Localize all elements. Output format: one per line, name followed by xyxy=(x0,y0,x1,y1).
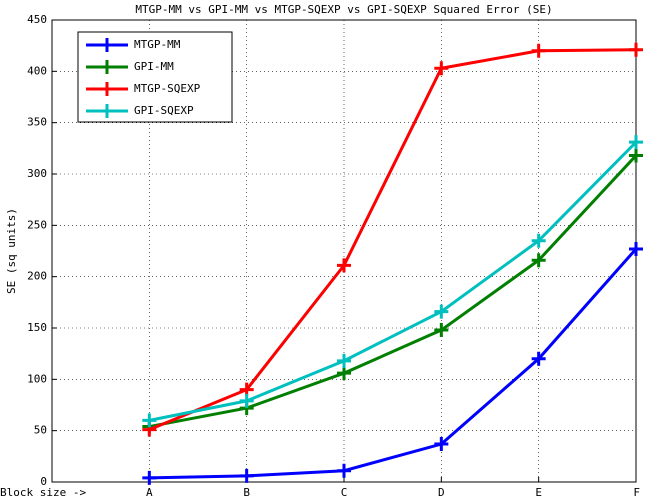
data-point-marker xyxy=(239,393,254,408)
x-tick-label: B xyxy=(243,486,250,499)
y-tick-label: 250 xyxy=(27,218,47,231)
legend-label: MTGP-MM xyxy=(134,38,181,51)
x-tick-label: F xyxy=(633,486,640,499)
data-point-marker xyxy=(531,351,546,366)
series-line xyxy=(148,48,637,432)
data-point-marker xyxy=(239,468,254,483)
y-tick-label: 0 xyxy=(40,475,47,488)
y-axis-label: SE (sq units) xyxy=(5,208,18,294)
y-tick-label: 300 xyxy=(27,167,47,180)
data-point-marker xyxy=(434,304,449,319)
series-line xyxy=(149,141,638,422)
y-tick-label: 350 xyxy=(27,116,47,129)
data-point-marker xyxy=(629,241,643,256)
legend-marker xyxy=(100,60,114,74)
data-point-marker xyxy=(629,148,643,163)
legend-label: GPI-MM xyxy=(134,60,174,73)
series-line xyxy=(149,247,638,480)
data-point-marker xyxy=(434,437,449,452)
chart-title: MTGP-MM vs GPI-MM vs MTGP-SQEXP vs GPI-S… xyxy=(135,3,552,16)
data-point-marker xyxy=(434,323,449,338)
y-tick-label: 400 xyxy=(27,64,47,77)
x-tick-label: C xyxy=(341,486,348,499)
data-point-marker xyxy=(531,43,546,58)
data-point-marker xyxy=(434,61,449,76)
x-tick-label: E xyxy=(535,486,542,499)
data-point-marker xyxy=(337,353,351,368)
legend-label: MTGP-SQEXP xyxy=(134,82,201,95)
data-point-marker xyxy=(337,366,351,381)
x-tick-label: A xyxy=(146,486,153,499)
y-tick-label: 50 xyxy=(34,424,47,437)
x-tick-label: Block size -> xyxy=(0,486,86,499)
y-tick-label: 100 xyxy=(27,372,47,385)
y-tick-label: 200 xyxy=(27,270,47,283)
data-point-marker xyxy=(337,463,351,478)
data-point-marker xyxy=(142,470,157,485)
data-point-marker xyxy=(142,413,157,428)
data-point-marker xyxy=(531,233,546,248)
legend-marker xyxy=(100,82,114,96)
data-point-marker xyxy=(629,135,643,150)
legend-box xyxy=(77,31,233,123)
series-line xyxy=(149,154,638,429)
legend-marker xyxy=(100,38,114,52)
data-point-marker xyxy=(337,258,351,273)
data-point-marker xyxy=(629,42,643,57)
x-tick-label: D xyxy=(438,486,445,499)
y-tick-label: 150 xyxy=(27,321,47,334)
data-point-marker xyxy=(531,253,546,268)
legend-label: GPI-SQEXP xyxy=(134,104,194,117)
y-tick-label: 450 xyxy=(27,13,47,26)
legend-marker xyxy=(100,104,114,118)
